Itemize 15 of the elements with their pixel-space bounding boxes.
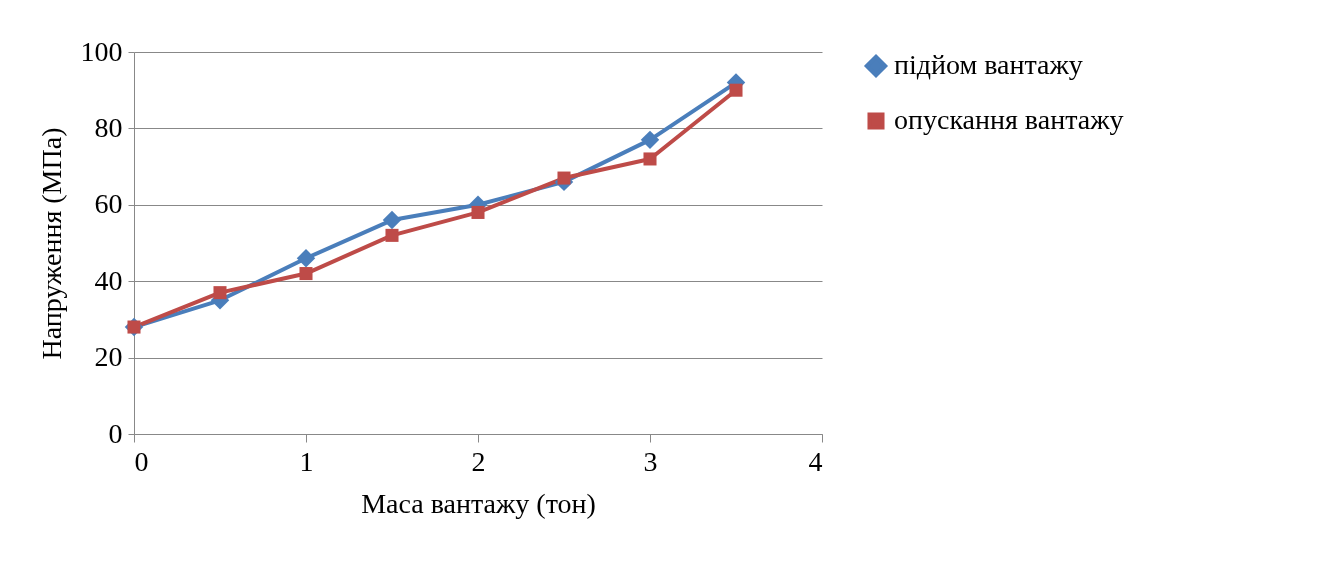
y-tick-label: 80 <box>94 111 123 143</box>
y-tick-label: 100 <box>80 35 123 67</box>
y-tick-label: 60 <box>94 188 123 220</box>
x-tick-label: 0 <box>134 445 149 477</box>
legend-label: підйом вантажу <box>894 49 1083 80</box>
x-axis-title: Маса вантажу (тон) <box>361 487 596 519</box>
y-tick-label: 0 <box>108 417 123 449</box>
y-tick-label: 20 <box>94 341 123 373</box>
x-tick-label: 4 <box>808 445 823 477</box>
y-axis-title: Напруження (МПа) <box>35 127 67 360</box>
x-tick-label: 2 <box>471 445 486 477</box>
y-tick-label: 40 <box>94 264 123 296</box>
x-tick-label: 1 <box>299 445 314 477</box>
legend-label: опускання вантажу <box>894 104 1124 135</box>
x-tick-label: 3 <box>643 445 658 477</box>
